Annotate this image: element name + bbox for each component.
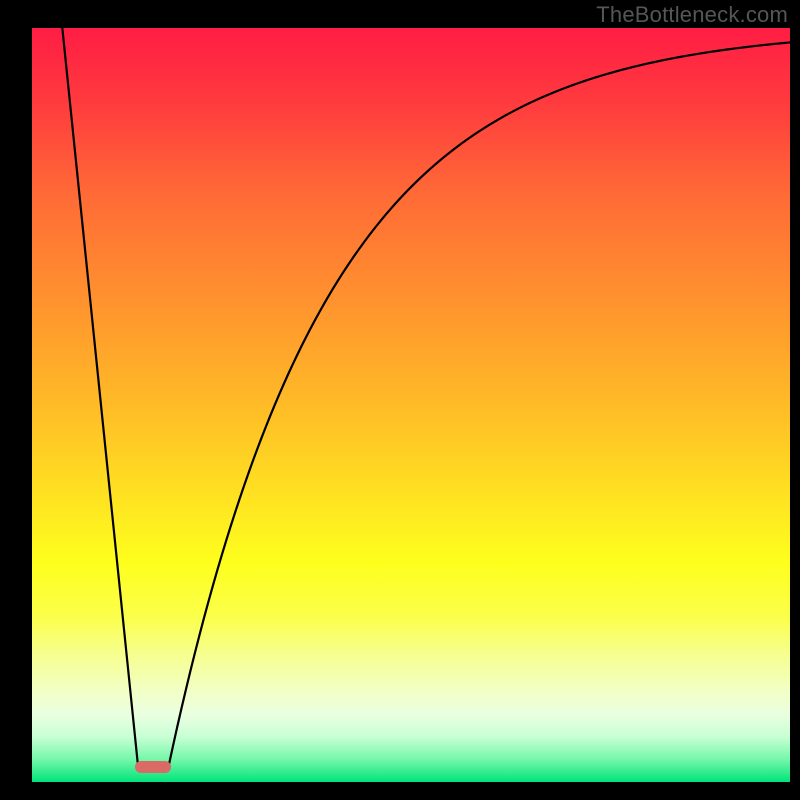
chart-container: TheBottleneck.com (0, 0, 800, 800)
plot-outer (32, 28, 790, 782)
curve-svg (32, 28, 790, 782)
minimum-marker (135, 761, 171, 773)
curve-path (62, 28, 790, 767)
watermark-text: TheBottleneck.com (596, 2, 788, 28)
